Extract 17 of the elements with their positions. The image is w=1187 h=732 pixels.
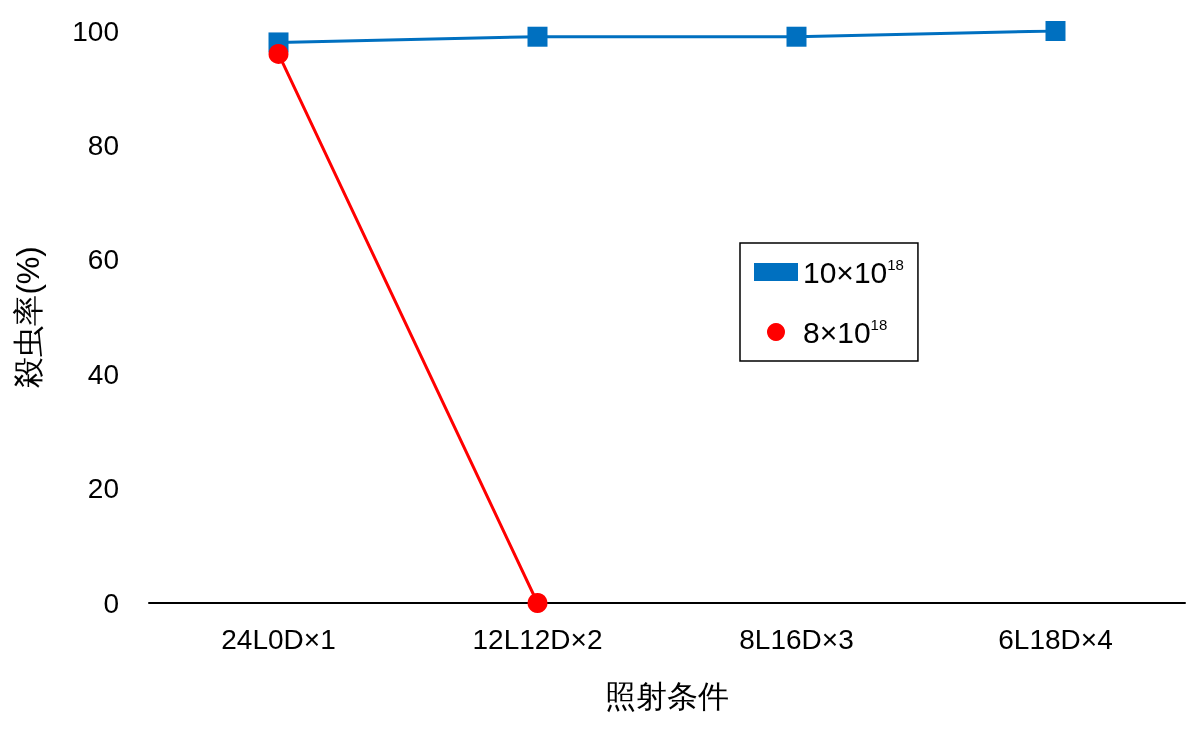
y-tick-label: 80 bbox=[87, 129, 119, 161]
x-tick-label: 12L12D×2 bbox=[472, 623, 603, 655]
point bbox=[527, 593, 548, 613]
y-tick-label: 40 bbox=[87, 358, 119, 390]
y-tick-label: 60 bbox=[87, 244, 119, 276]
point bbox=[527, 26, 548, 47]
x-tick-label: 24L0D×1 bbox=[221, 623, 336, 655]
x-tick-label: 8L16D×3 bbox=[739, 623, 854, 655]
y-tick-label: 20 bbox=[87, 473, 119, 505]
point bbox=[786, 26, 807, 47]
y-axis-title: 殺虫率(%) bbox=[11, 246, 46, 388]
point bbox=[1045, 21, 1066, 41]
y-tick-label: 100 bbox=[72, 15, 119, 47]
point bbox=[268, 43, 289, 64]
x-axis-title: 照射条件 bbox=[605, 679, 729, 714]
y-tick-label: 0 bbox=[103, 587, 119, 619]
x-tick-label: 6L18D×4 bbox=[998, 623, 1113, 655]
